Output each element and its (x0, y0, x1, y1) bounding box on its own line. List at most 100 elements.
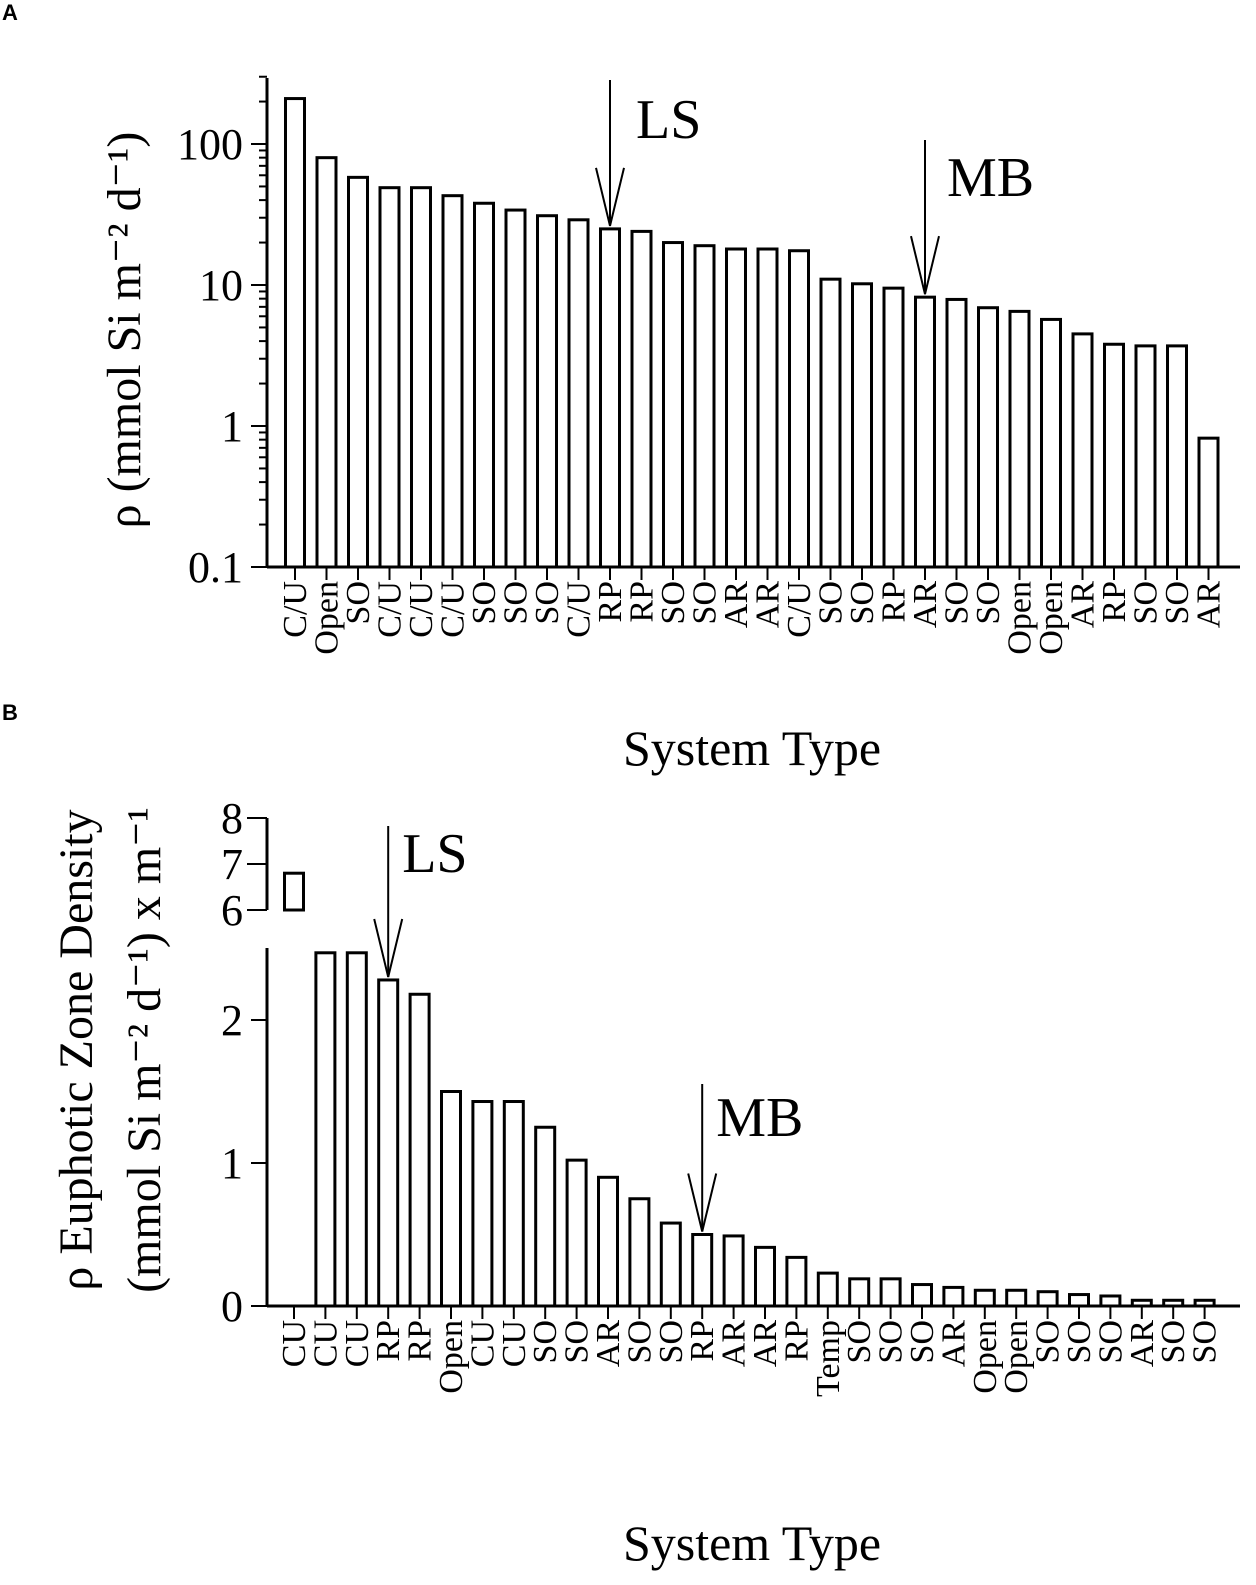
x-tick-label: SO (873, 1320, 910, 1363)
bar (440, 1090, 462, 1308)
mb-annotation: MB (947, 147, 1034, 209)
x-tick-label: CU (496, 1320, 533, 1367)
x-tick-label: Temp (810, 1320, 847, 1397)
x-tick-label: SO (1155, 1320, 1192, 1363)
x-tick-label: C/U (277, 581, 314, 638)
x-tick-label: Open (309, 581, 346, 655)
x-tick-label: SO (466, 581, 503, 624)
bar (977, 306, 999, 569)
bar (914, 295, 936, 569)
bar (1166, 344, 1188, 569)
x-tick-label: Open (1002, 581, 1039, 655)
bar (1008, 309, 1031, 569)
y-tick-label: 1 (221, 1139, 243, 1188)
x-tick-label: AR (907, 581, 944, 629)
x-tick-label: SO (1061, 1320, 1098, 1363)
panel-b-ylabel-line1: ρ Euphotic Zone Density (50, 809, 103, 1290)
mb-annotation: MB (716, 1087, 803, 1149)
bar (785, 1255, 808, 1308)
x-tick-label: RP (402, 1320, 439, 1362)
bar (471, 1100, 494, 1308)
ls-arrow-head (595, 167, 625, 227)
x-tick-label: SO (621, 1320, 658, 1363)
x-tick-label: SO (813, 581, 850, 624)
bar (1134, 344, 1157, 569)
bar (851, 282, 873, 569)
bar (848, 1277, 871, 1308)
x-tick-label: AR (590, 1320, 627, 1368)
bar (754, 1245, 776, 1308)
bar (973, 1288, 996, 1308)
x-tick-label: SO (527, 1320, 564, 1363)
y-tick-label: 10 (199, 261, 243, 310)
panel-b-chart: 012678CUCUCURPRPOpenCUCUSOSOARSOSORPARAR… (221, 794, 1240, 1397)
x-tick-label: SO (904, 1320, 941, 1363)
x-tick-label: AR (935, 1320, 972, 1368)
panel-b-ylabel-line2: (mmol Si m⁻² d⁻¹) x m⁻¹ (118, 807, 171, 1293)
x-tick-label: CU (339, 1320, 376, 1367)
bar (911, 1283, 933, 1308)
x-tick-label: AR (716, 1320, 753, 1368)
x-tick-label: SO (939, 581, 976, 624)
x-tick-label: RP (1096, 581, 1133, 623)
x-tick-label: RP (876, 581, 913, 623)
x-tick-label: C/U (435, 581, 472, 638)
y-tick-label: 100 (177, 120, 243, 169)
mb-arrow-head (687, 1173, 718, 1232)
x-tick-label: SO (1159, 581, 1196, 624)
bar (502, 1100, 525, 1308)
bar (725, 247, 747, 569)
bar (315, 156, 338, 569)
x-tick-label: C/U (372, 581, 409, 638)
bar (599, 227, 621, 569)
x-tick-label: Open (998, 1320, 1035, 1394)
bar (565, 1158, 588, 1308)
bar (1040, 317, 1062, 569)
x-tick-label: AR (747, 1320, 784, 1368)
x-tick-label: SO (841, 1320, 878, 1363)
bar (347, 175, 369, 569)
bar (1036, 1290, 1059, 1308)
bar (378, 186, 401, 569)
y-tick-label: 2 (221, 996, 243, 1045)
bar (756, 247, 779, 569)
bar (788, 249, 810, 569)
y-tick-label: 0 (221, 1282, 243, 1331)
panel-a-letter: A (2, 0, 18, 25)
ls-arrow-head (373, 918, 404, 978)
bar (879, 1277, 902, 1308)
bar (722, 1234, 745, 1308)
bar (942, 1285, 965, 1308)
panel-a-ylabel: ρ (mmol Si m⁻² d⁻¹) (98, 132, 151, 529)
mb-arrow-head (910, 235, 940, 295)
x-tick-label: SO (498, 581, 535, 624)
bar (1103, 342, 1125, 569)
x-tick-label: SO (1187, 1320, 1224, 1363)
x-tick-label: AR (718, 581, 755, 629)
bar (410, 186, 432, 569)
bar (284, 97, 306, 569)
y-tick-label: 1 (221, 402, 243, 451)
bar (345, 951, 368, 1308)
x-tick-label: AR (1191, 581, 1228, 629)
panel-b-xlabel: System Type (623, 1515, 881, 1571)
bar (1071, 332, 1094, 569)
panel-b-letter: B (2, 700, 18, 725)
x-tick-label: RP (592, 581, 629, 623)
bar (816, 1271, 839, 1308)
x-tick-label: SO (1092, 1320, 1129, 1363)
bar (473, 201, 495, 569)
x-tick-label: RP (370, 1320, 407, 1362)
bar (283, 871, 305, 912)
bar (441, 194, 464, 569)
x-tick-label: SO (559, 1320, 596, 1363)
y-tick-label-upper: 7 (221, 840, 243, 889)
x-tick-label: RP (624, 581, 661, 623)
x-tick-label: AR (1124, 1320, 1161, 1368)
x-tick-label: Open (967, 1320, 1004, 1394)
x-tick-label: SO (653, 1320, 690, 1363)
bar (534, 1125, 557, 1308)
x-tick-label: AR (750, 581, 787, 629)
x-tick-label: SO (1030, 1320, 1067, 1363)
x-tick-label: SO (1128, 581, 1165, 624)
